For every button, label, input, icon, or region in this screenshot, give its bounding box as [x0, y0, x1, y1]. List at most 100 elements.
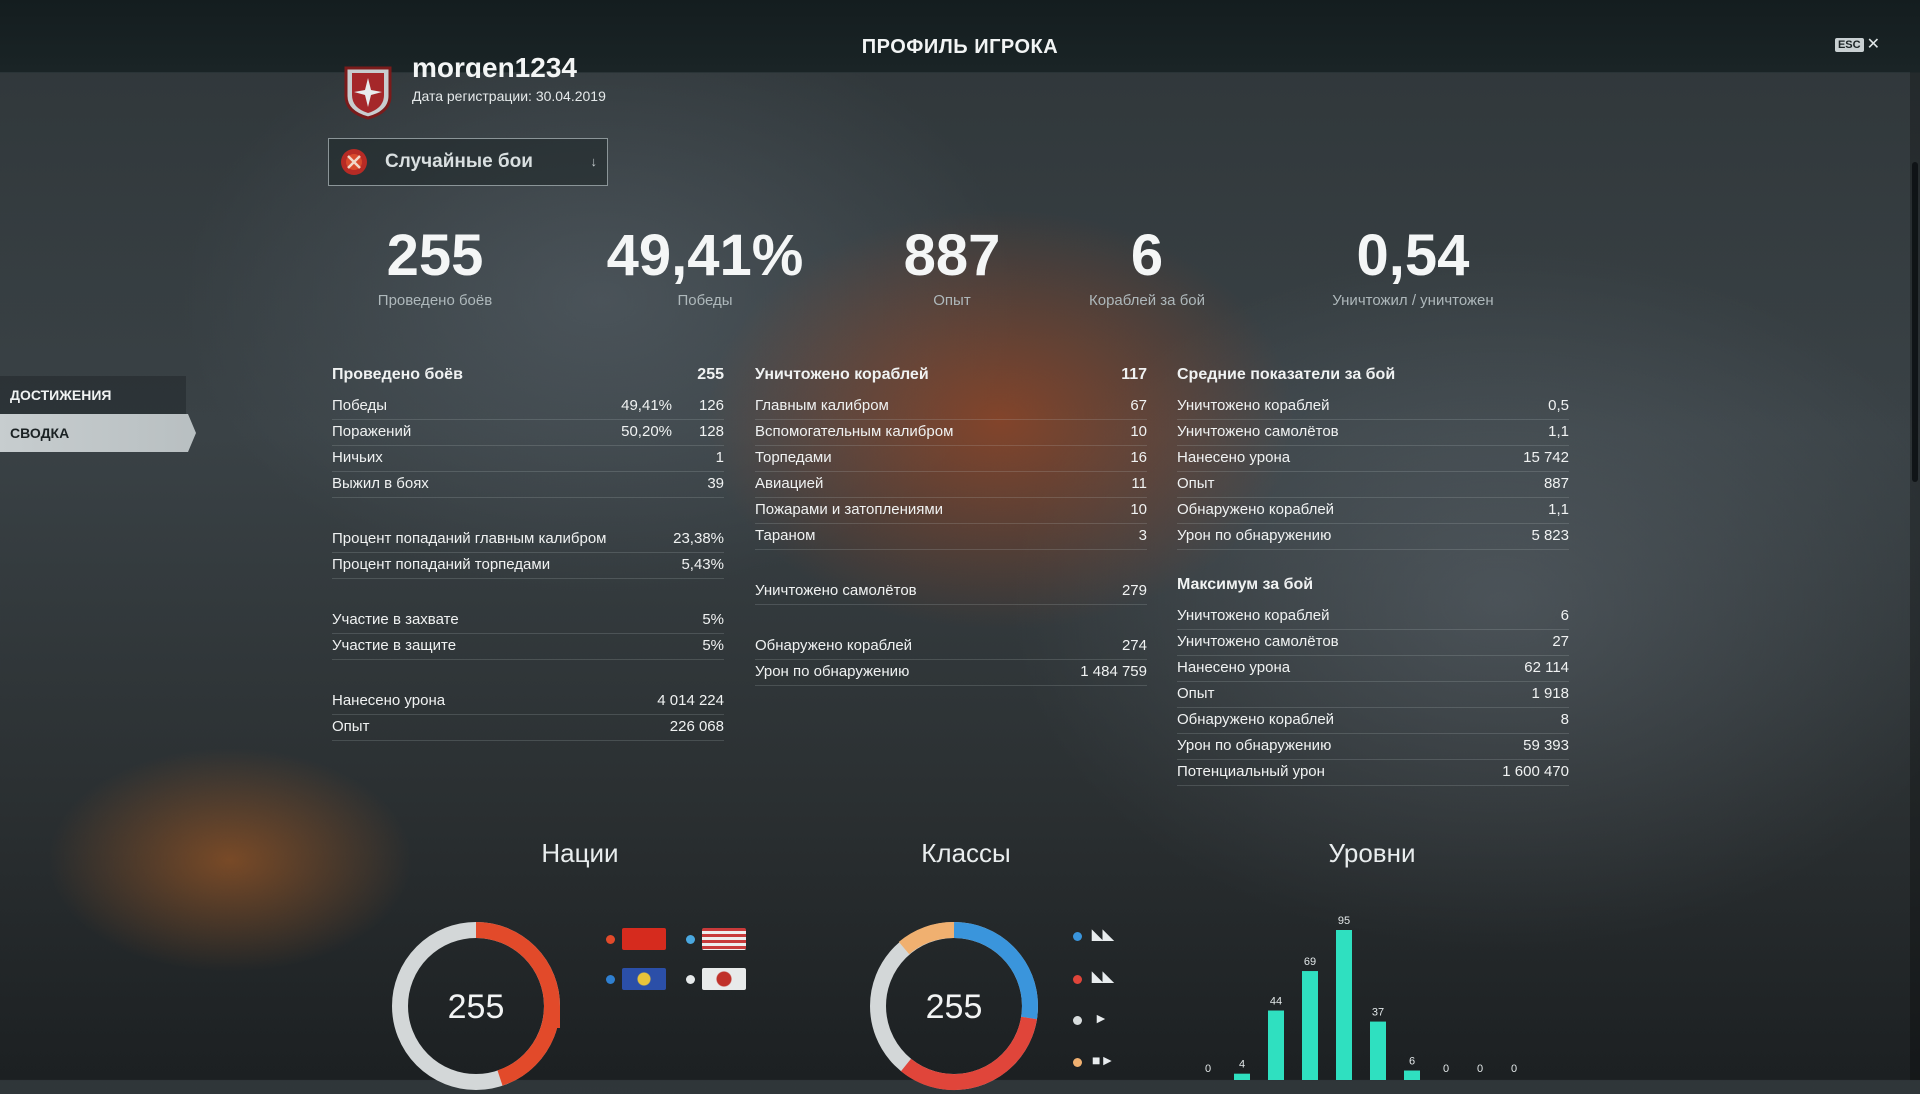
row-value: 128	[698, 423, 724, 440]
level-bar-label: 6	[1409, 1056, 1415, 1068]
china-flag-icon[interactable]	[622, 928, 666, 950]
row-percent: 49,41%	[621, 397, 672, 414]
table-row: Урон по обнаружению 5 823	[1177, 524, 1569, 550]
close-button[interactable]: ESC ✕	[1834, 37, 1880, 53]
cruiser-class-icon[interactable]: ◣◣	[1092, 968, 1114, 984]
row-label: Урон по обнаружению	[1177, 527, 1332, 544]
row-label: Процент попаданий главным калибром	[332, 530, 607, 547]
row-label: Вспомогательным калибром	[755, 423, 954, 440]
row-label: Потенциальный урон	[1177, 763, 1325, 780]
row-label: Урон по обнаружению	[755, 663, 910, 680]
random-battles-icon	[341, 149, 367, 175]
table-header: Средние показатели за бой	[1177, 360, 1569, 394]
level-bar-label: 0	[1511, 1063, 1517, 1075]
header-label: Максимум за бой	[1177, 576, 1314, 593]
table-row: Главным калибром 67	[755, 394, 1147, 420]
legend-dot	[1073, 1016, 1082, 1025]
scrollbar-thumb[interactable]	[1912, 162, 1918, 482]
level-bar-label: 4	[1239, 1059, 1245, 1071]
classes-title: Классы	[921, 838, 1011, 868]
row-label: Авиацией	[755, 475, 824, 492]
row-value: 27	[1552, 633, 1569, 650]
row-label: Опыт	[1177, 475, 1215, 492]
battle-type-dropdown[interactable]: Случайные бои ↓	[328, 138, 608, 186]
nav-achievements[interactable]: ДОСТИЖЕНИЯ	[0, 376, 186, 414]
row-label: Обнаружено кораблей	[1177, 501, 1335, 518]
legend-dot	[1073, 932, 1082, 941]
level-bar[interactable]	[1302, 971, 1318, 1080]
table-row: Урон по обнаружению 59 393	[1177, 734, 1569, 760]
nations-title: Нации	[541, 838, 619, 868]
row-value: 1,1	[1548, 423, 1569, 440]
level-bar[interactable]	[1404, 1070, 1420, 1080]
nations-total: 255	[448, 988, 505, 1026]
header-label: Средние показатели за бой	[1177, 366, 1396, 383]
row-value: 5%	[702, 637, 724, 654]
table-row: Опыт 226 068	[332, 715, 724, 741]
summary-label: Уничтожил / уничтожен	[1332, 292, 1494, 309]
window-title: ПРОФИЛЬ ИГРОКА	[861, 36, 1059, 58]
summary-xp: 887 Опыт	[872, 226, 1032, 310]
row-label: Участие в защите	[332, 637, 457, 654]
table-header: Максимум за бой	[1177, 570, 1569, 604]
summary-value: 6	[1130, 223, 1164, 288]
table-row: Нанесено урона 15 742	[1177, 446, 1569, 472]
row-value: 15 742	[1523, 449, 1569, 466]
level-bar[interactable]	[1268, 1010, 1284, 1080]
destroyer-class-icon[interactable]: ◣◣	[1092, 926, 1114, 942]
level-bar[interactable]	[1336, 930, 1352, 1080]
level-bar[interactable]	[1234, 1073, 1250, 1080]
level-bar-label: 69	[1304, 956, 1316, 968]
row-value: 279	[1121, 582, 1147, 599]
classes-total: 255	[926, 988, 983, 1026]
row-value: 274	[1121, 637, 1147, 654]
header-value: 117	[1121, 366, 1147, 383]
clan-shield-emblem-icon	[344, 66, 392, 120]
legend-dot	[1073, 1058, 1082, 1067]
level-bar-label: 37	[1372, 1007, 1384, 1019]
table-row: Обнаружено кораблей 274	[755, 634, 1147, 660]
summary-value: 0,54	[1356, 223, 1470, 288]
nav-summary[interactable]: СВОДКА	[0, 414, 196, 452]
levels-title: Уровни	[1328, 838, 1416, 868]
row-label: Главным калибром	[755, 397, 889, 414]
row-value: 1 484 759	[1080, 663, 1147, 680]
usa-flag-icon[interactable]	[702, 928, 746, 950]
battle-type-label: Случайные бои	[385, 151, 533, 172]
table-row: Пожарами и затоплениями 10	[755, 498, 1147, 524]
battleship-class-icon[interactable]: ►	[1094, 1010, 1108, 1026]
aircraft-carrier-class-icon[interactable]: ■►	[1092, 1052, 1115, 1068]
table-row: Процент попаданий торпедами 5,43%	[332, 553, 724, 579]
japan-flag-icon[interactable]	[702, 968, 746, 990]
classes-donut-chart[interactable]: 255	[866, 918, 1042, 1094]
table-row: Выжил в боях 39	[332, 472, 724, 498]
pan-europe-flag-icon[interactable]	[622, 968, 666, 990]
side-nav: ДОСТИЖЕНИЯ СВОДКА	[0, 376, 200, 452]
row-value: 1 918	[1531, 685, 1569, 702]
table-row: Уничтожено самолётов 1,1	[1177, 420, 1569, 446]
summary-ships-per-battle: 6 Кораблей за бой	[1067, 223, 1227, 310]
destroyed-ships-table: Уничтожено кораблей 117 Главным калибром…	[755, 360, 1147, 686]
table-row: Обнаружено кораблей 8	[1177, 708, 1569, 734]
nations-donut-chart[interactable]: 255	[388, 918, 564, 1094]
battles-table: Проведено боёв 255 Победы 49,41% 126 Пораж…	[332, 360, 724, 741]
table-row: Победы 49,41% 126	[332, 394, 724, 420]
row-value: 16	[1130, 449, 1147, 466]
header-label: Проведено боёв	[332, 366, 463, 383]
row-label: Уничтожено самолётов	[1177, 633, 1339, 650]
table-row: Потенциальный урон 1 600 470	[1177, 760, 1569, 786]
summary-battles: 255 Проведено боёв	[355, 226, 515, 310]
row-value: 126	[698, 397, 724, 414]
summary-wins: 49,41% Победы	[605, 223, 805, 310]
row-label: Нанесено урона	[332, 692, 446, 709]
row-label: Ничьих	[332, 449, 383, 466]
summary-value: 49,41%	[606, 223, 804, 288]
table-row: Обнаружено кораблей 1,1	[1177, 498, 1569, 524]
legend-dot	[686, 975, 695, 984]
scrollbar[interactable]	[1910, 72, 1920, 1080]
level-bar[interactable]	[1370, 1021, 1386, 1080]
row-value: 226 068	[669, 718, 724, 735]
row-value: 10	[1130, 501, 1147, 518]
row-value: 11	[1131, 475, 1147, 492]
